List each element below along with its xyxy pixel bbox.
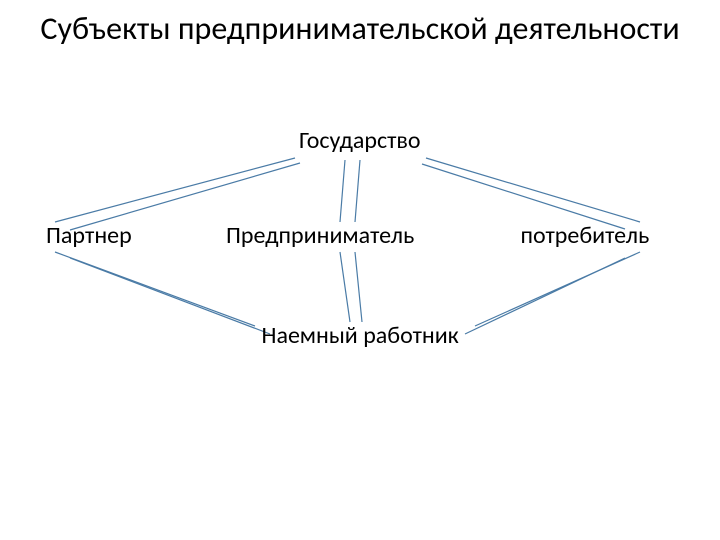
connector-lines [0,0,720,540]
node-bottom: Наемный работник [262,321,459,350]
node-top: Государство [299,126,421,155]
node-center: Предприниматель [226,221,414,250]
diagram-title: Субъекты предпринимательской деятельност… [0,10,720,48]
node-left: Партнер [46,221,132,250]
node-right: потребитель [521,221,650,250]
